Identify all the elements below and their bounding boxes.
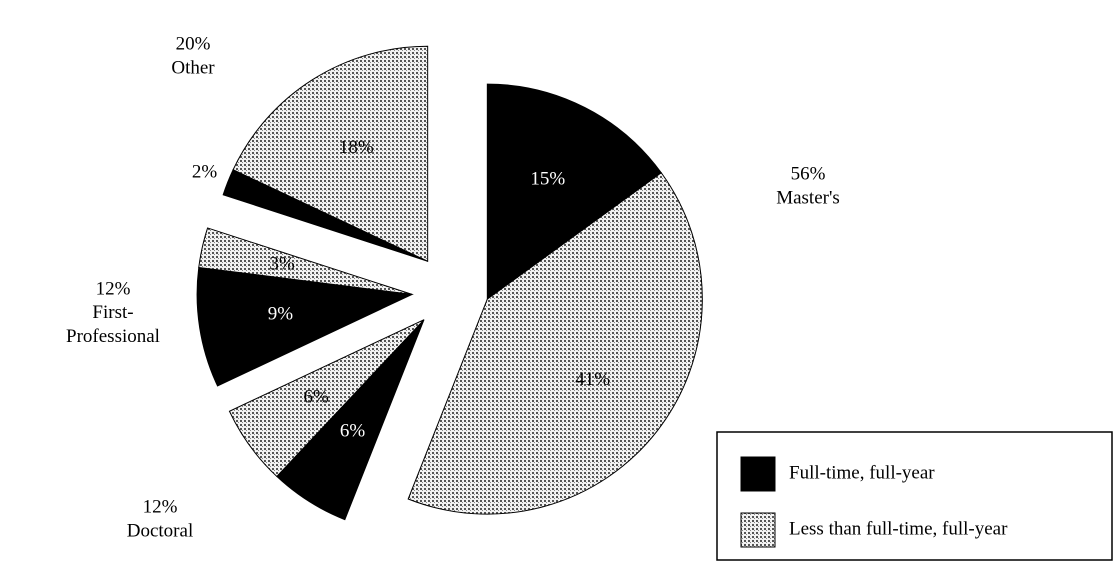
group-name: First- Professional bbox=[66, 302, 160, 347]
slice-label: 6% bbox=[340, 421, 366, 442]
pie-slice bbox=[407, 172, 703, 515]
pie-slice bbox=[486, 83, 662, 301]
slice-label: 2% bbox=[192, 161, 218, 182]
group-total: 12% bbox=[143, 496, 178, 517]
pie-slice bbox=[232, 45, 429, 263]
legend-label: Less than full-time, full-year bbox=[789, 518, 1008, 539]
group-name: Master's bbox=[776, 187, 840, 208]
pie-slice bbox=[198, 227, 413, 295]
legend-swatch bbox=[740, 512, 776, 548]
group-total: 12% bbox=[96, 278, 131, 299]
pie-slice bbox=[228, 319, 425, 478]
group-name: Other bbox=[171, 57, 215, 78]
legend-swatch bbox=[740, 456, 776, 492]
legend-label: Full-time, full-year bbox=[789, 462, 935, 483]
group-total: 56% bbox=[791, 163, 826, 184]
slice-label: 6% bbox=[303, 386, 329, 407]
group-name-line: Professional bbox=[66, 326, 160, 347]
slice-label: 18% bbox=[339, 137, 374, 158]
group-total: 20% bbox=[176, 33, 211, 54]
legend-box bbox=[716, 431, 1113, 561]
slice-label: 3% bbox=[269, 254, 295, 275]
slice-label: 9% bbox=[268, 304, 294, 325]
group-name-line: First- bbox=[92, 302, 133, 323]
slice-label: 15% bbox=[530, 169, 565, 190]
slice-label: 41% bbox=[575, 369, 610, 390]
pie-slice bbox=[196, 266, 414, 387]
group-name: Doctoral bbox=[127, 520, 193, 541]
